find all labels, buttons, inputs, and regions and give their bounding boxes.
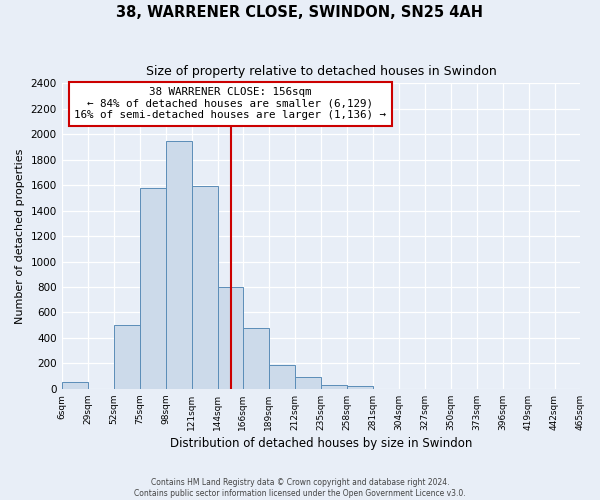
Bar [191, 186, 218, 389]
Bar [269, 364, 295, 389]
Bar [140, 188, 166, 389]
Bar [347, 386, 373, 389]
Text: 38 WARRENER CLOSE: 156sqm
← 84% of detached houses are smaller (6,129)
16% of se: 38 WARRENER CLOSE: 156sqm ← 84% of detac… [74, 87, 386, 120]
Title: Size of property relative to detached houses in Swindon: Size of property relative to detached ho… [146, 65, 496, 78]
Bar [320, 385, 347, 389]
X-axis label: Distribution of detached houses by size in Swindon: Distribution of detached houses by size … [170, 437, 472, 450]
Y-axis label: Number of detached properties: Number of detached properties [15, 148, 25, 324]
Bar [166, 140, 191, 389]
Bar [218, 287, 242, 389]
Bar [242, 328, 269, 389]
Text: 38, WARRENER CLOSE, SWINDON, SN25 4AH: 38, WARRENER CLOSE, SWINDON, SN25 4AH [116, 5, 484, 20]
Bar [113, 325, 140, 389]
Text: Contains HM Land Registry data © Crown copyright and database right 2024.
Contai: Contains HM Land Registry data © Crown c… [134, 478, 466, 498]
Bar [62, 382, 88, 389]
Bar [295, 378, 320, 389]
